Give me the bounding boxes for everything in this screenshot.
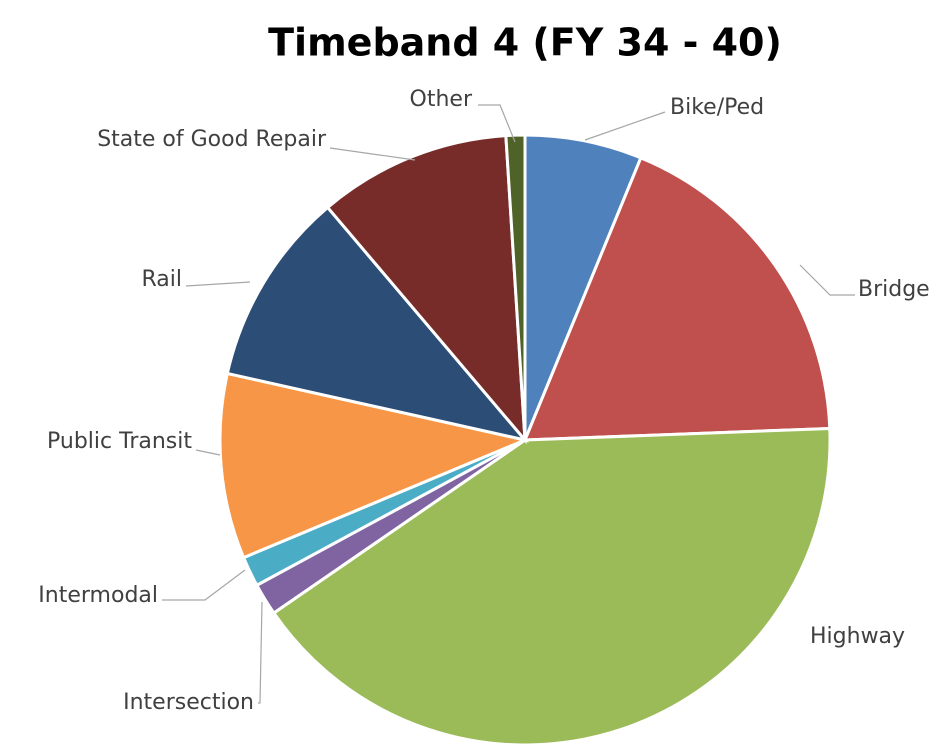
slice-label: Bridge	[858, 277, 930, 302]
pie-slice	[522, 155, 832, 442]
leader-line	[258, 601, 263, 704]
slice-label: Intermodal	[38, 583, 158, 608]
leader-line	[478, 104, 516, 143]
slice-label: Other	[410, 87, 473, 112]
slice-label: Highway	[810, 624, 905, 649]
leader-line	[584, 111, 666, 141]
slice-label: Intersection	[123, 690, 254, 715]
pie-slice	[225, 205, 530, 443]
pie-slice	[504, 133, 527, 441]
pie-slice	[325, 134, 527, 445]
chart-title: Timeband 4 (FY 34 - 40)	[268, 21, 782, 65]
slice-label: Public Transit	[47, 429, 192, 454]
slice-label: Bike/Ped	[670, 95, 764, 120]
leader-line	[799, 264, 855, 296]
slice-label: Rail	[141, 267, 182, 292]
pie-slice	[523, 133, 643, 441]
pie-slice	[218, 371, 530, 560]
leader-line	[162, 569, 246, 601]
leader-line	[195, 449, 221, 456]
leader-line	[185, 281, 251, 287]
slice-label: State of Good Repair	[97, 127, 327, 152]
pie-slice	[271, 426, 832, 747]
leader-line	[329, 147, 416, 161]
